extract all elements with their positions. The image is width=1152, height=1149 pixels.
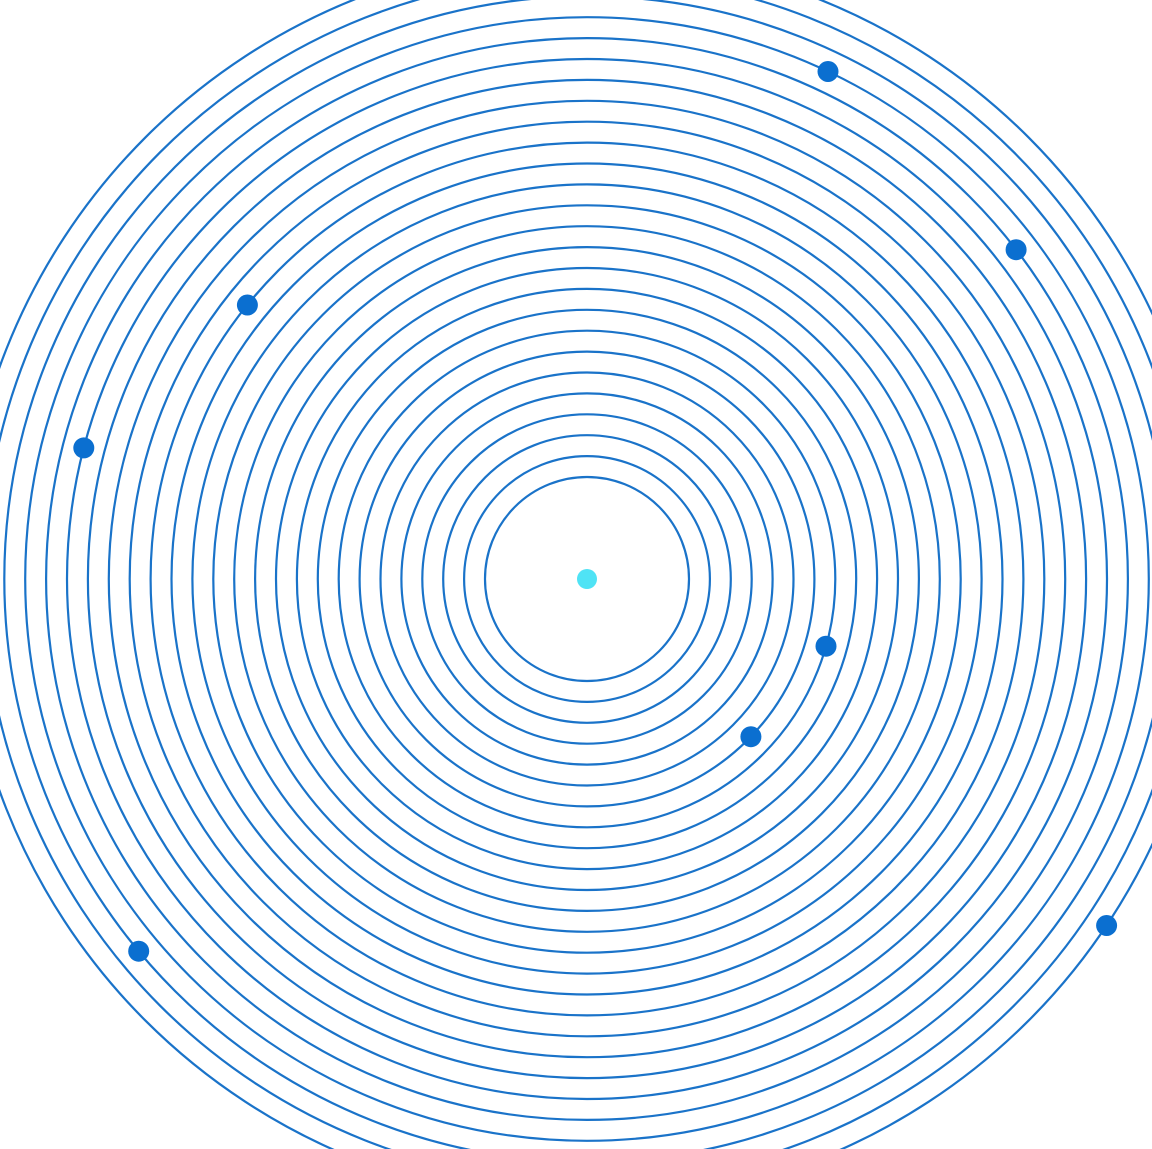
orbit-ring <box>3 0 1152 1149</box>
orbit-ring <box>24 16 1150 1142</box>
orbit-ring <box>483 475 691 683</box>
orbit-ring <box>107 99 1067 1059</box>
orbiting-body-planet-1 <box>817 61 839 82</box>
orbit-ring <box>65 57 1109 1101</box>
orbit-ring <box>400 392 774 766</box>
orbiting-body-planet-3 <box>236 294 258 316</box>
orbit-ring <box>212 204 962 954</box>
orbiting-body-planet-8 <box>1096 915 1118 936</box>
orbit-ring <box>149 141 1025 1017</box>
orbit-ring <box>44 36 1130 1122</box>
center-marker <box>577 569 597 589</box>
orbit-ring <box>463 455 712 704</box>
orbiting-body-planet-4 <box>73 437 95 459</box>
orbiting-body-planet-5 <box>815 635 837 657</box>
orbit-ring <box>274 266 900 892</box>
orbit-ring <box>442 434 732 724</box>
orbit-ring <box>316 308 858 850</box>
orbit-ring <box>86 78 1088 1080</box>
orbit-ring <box>337 329 837 829</box>
orbit-ring <box>254 246 920 912</box>
orbiting-body-planet-6 <box>740 726 762 748</box>
orbit-ring <box>379 371 795 787</box>
orbit-ring <box>191 183 983 975</box>
orbit-ring <box>128 120 1046 1038</box>
orbiting-body-planet-2 <box>1005 239 1027 261</box>
orbiting-bodies <box>73 61 1118 962</box>
orbit-ring <box>233 225 941 933</box>
orbiting-body-planet-7 <box>128 940 150 962</box>
orbit-ring <box>358 350 816 808</box>
orbit-ring <box>170 162 1004 996</box>
orbit-ring <box>295 287 879 871</box>
orbit-ring <box>421 413 753 745</box>
